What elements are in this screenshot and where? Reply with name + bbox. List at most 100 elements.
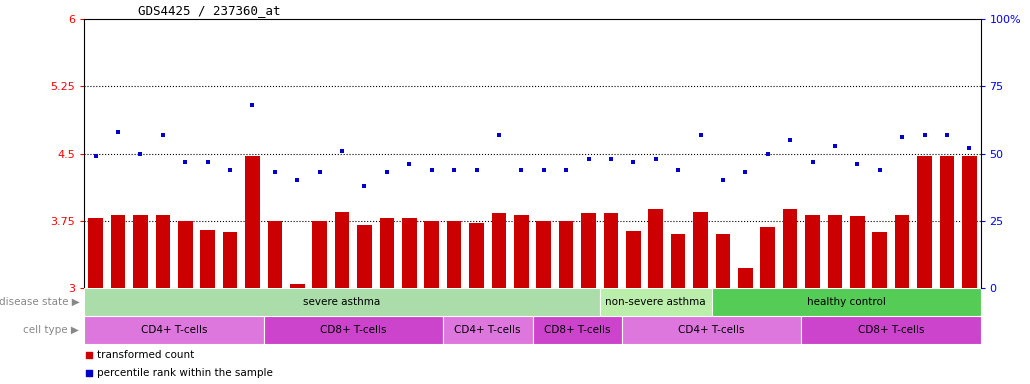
- Point: [917, 132, 933, 138]
- Bar: [268, 221, 282, 288]
- Point: [132, 151, 148, 157]
- Point: [737, 169, 754, 175]
- Text: CD4+ T-cells: CD4+ T-cells: [679, 325, 745, 335]
- Point: [81, 352, 98, 358]
- Point: [827, 142, 844, 149]
- Text: GDS4425 / 237360_at: GDS4425 / 237360_at: [138, 3, 281, 17]
- Point: [289, 177, 306, 184]
- Point: [177, 159, 194, 165]
- Bar: [559, 221, 574, 288]
- Point: [356, 183, 373, 189]
- Point: [692, 132, 709, 138]
- Bar: [402, 218, 416, 288]
- Point: [670, 167, 686, 173]
- Bar: [895, 215, 909, 288]
- Bar: [604, 213, 618, 288]
- Bar: [84, 316, 264, 344]
- Bar: [111, 215, 126, 288]
- Point: [513, 167, 529, 173]
- Bar: [89, 218, 103, 288]
- Point: [558, 167, 575, 173]
- Bar: [156, 215, 170, 288]
- Bar: [290, 283, 305, 288]
- Point: [423, 167, 440, 173]
- Bar: [622, 316, 801, 344]
- Point: [154, 132, 171, 138]
- Point: [938, 132, 955, 138]
- Point: [536, 167, 552, 173]
- Bar: [264, 316, 443, 344]
- Point: [603, 156, 619, 162]
- Point: [849, 161, 865, 167]
- Bar: [649, 209, 663, 288]
- Bar: [470, 223, 484, 288]
- Point: [267, 169, 283, 175]
- Point: [311, 169, 328, 175]
- Text: healthy control: healthy control: [806, 297, 886, 307]
- Bar: [357, 225, 372, 288]
- Bar: [805, 215, 820, 288]
- Bar: [783, 209, 797, 288]
- Point: [88, 153, 104, 159]
- Point: [446, 167, 462, 173]
- Point: [871, 167, 888, 173]
- Text: CD8+ T-cells: CD8+ T-cells: [544, 325, 611, 335]
- Bar: [335, 212, 349, 288]
- Point: [469, 167, 485, 173]
- Point: [200, 159, 216, 165]
- Point: [715, 177, 731, 184]
- Point: [961, 145, 977, 151]
- Bar: [514, 215, 528, 288]
- Bar: [716, 234, 730, 288]
- Bar: [424, 221, 439, 288]
- Point: [81, 370, 98, 376]
- Bar: [84, 288, 599, 316]
- Bar: [671, 234, 685, 288]
- Bar: [380, 218, 394, 288]
- Point: [894, 134, 911, 141]
- Bar: [760, 227, 775, 288]
- Point: [782, 137, 798, 143]
- Text: percentile rank within the sample: percentile rank within the sample: [98, 368, 273, 378]
- Point: [244, 102, 261, 108]
- Point: [401, 161, 417, 167]
- Point: [221, 167, 238, 173]
- Bar: [443, 316, 533, 344]
- Bar: [491, 213, 506, 288]
- Text: disease state ▶: disease state ▶: [0, 297, 79, 307]
- Text: CD4+ T-cells: CD4+ T-cells: [454, 325, 521, 335]
- Bar: [178, 221, 193, 288]
- Bar: [801, 316, 981, 344]
- Point: [804, 159, 821, 165]
- Point: [110, 129, 127, 135]
- Bar: [626, 231, 641, 288]
- Bar: [939, 156, 954, 288]
- Bar: [693, 212, 708, 288]
- Text: cell type ▶: cell type ▶: [24, 325, 79, 335]
- Point: [759, 151, 776, 157]
- Text: transformed count: transformed count: [98, 350, 195, 360]
- Bar: [447, 221, 461, 288]
- Bar: [828, 215, 843, 288]
- Bar: [872, 232, 887, 288]
- Point: [334, 148, 350, 154]
- Text: non-severe asthma: non-severe asthma: [606, 297, 706, 307]
- Bar: [739, 268, 753, 288]
- Bar: [312, 221, 327, 288]
- Bar: [712, 288, 981, 316]
- Text: CD8+ T-cells: CD8+ T-cells: [320, 325, 386, 335]
- Bar: [599, 288, 712, 316]
- Bar: [245, 156, 260, 288]
- Text: CD4+ T-cells: CD4+ T-cells: [141, 325, 207, 335]
- Bar: [133, 215, 147, 288]
- Bar: [581, 213, 595, 288]
- Bar: [201, 230, 215, 288]
- Point: [580, 156, 596, 162]
- Point: [490, 132, 507, 138]
- Text: severe asthma: severe asthma: [304, 297, 381, 307]
- Bar: [537, 221, 551, 288]
- Point: [379, 169, 396, 175]
- Bar: [850, 216, 864, 288]
- Point: [625, 159, 642, 165]
- Point: [648, 156, 664, 162]
